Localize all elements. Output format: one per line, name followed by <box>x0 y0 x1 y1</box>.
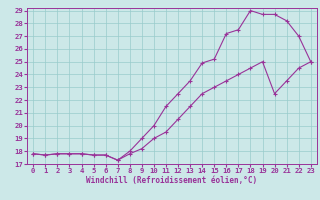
X-axis label: Windchill (Refroidissement éolien,°C): Windchill (Refroidissement éolien,°C) <box>86 176 258 185</box>
